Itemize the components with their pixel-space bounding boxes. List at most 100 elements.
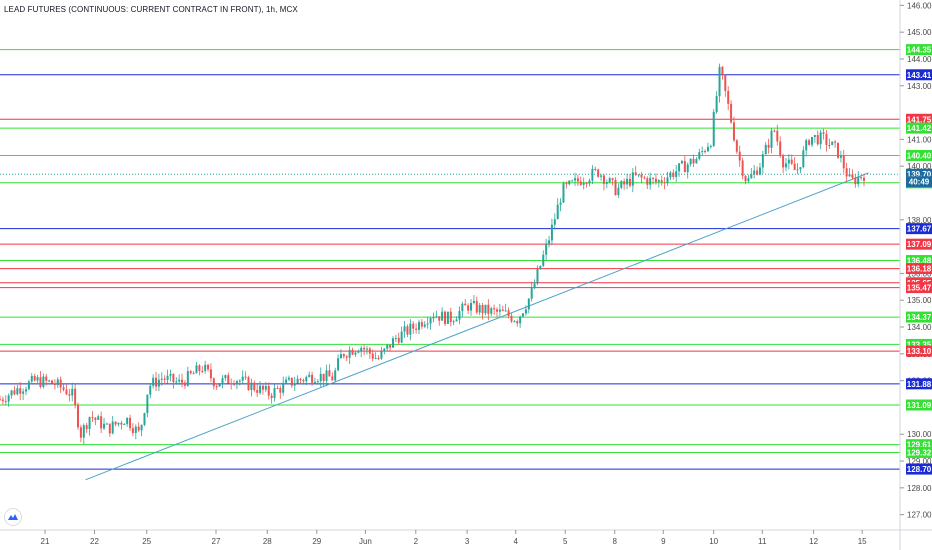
candle-body (634, 172, 637, 175)
tradingview-logo-icon[interactable] (4, 508, 22, 526)
candle-body (478, 305, 481, 313)
candle-body (238, 380, 241, 382)
candle-body (484, 304, 487, 314)
candle-body (178, 379, 181, 382)
candle-body (594, 168, 597, 170)
candle-body (406, 326, 409, 335)
candle-body (371, 353, 374, 359)
candle-body (776, 130, 779, 142)
candle-body (513, 321, 516, 323)
candle-body (819, 132, 822, 145)
candle-body (195, 365, 198, 374)
candle-body (654, 178, 657, 182)
candle-body (574, 178, 577, 181)
price-tick-label: 128.00 (907, 484, 932, 493)
candle-body (357, 351, 360, 353)
price-tick-label: 141.00 (907, 135, 932, 144)
candle-body (741, 160, 744, 176)
candle-body (588, 180, 591, 184)
candle-body (455, 319, 458, 322)
candle-body (738, 151, 741, 161)
candle-body (753, 170, 756, 175)
level-badge-green (906, 439, 932, 451)
candle-body (117, 422, 120, 425)
candle-body (851, 174, 854, 178)
price-tick-label: 143.00 (907, 82, 932, 91)
candle-body (579, 181, 582, 185)
candle-body (597, 169, 600, 177)
level-badge-green (906, 44, 932, 56)
level-badge-green (906, 122, 932, 134)
level-badge-red (906, 238, 932, 250)
candle-body (45, 376, 48, 381)
candle-body (183, 382, 186, 386)
candle-body (209, 369, 212, 379)
price-tick-label: 127.00 (907, 511, 932, 520)
candle-body (822, 132, 825, 134)
time-tick-label: 5 (563, 537, 568, 546)
candle-body (233, 383, 236, 385)
candle-body (259, 385, 262, 393)
level-badge-blue (906, 463, 932, 475)
candle-body (614, 179, 617, 196)
candle-body (542, 254, 545, 266)
candle-body (536, 269, 539, 284)
countdown-badge (906, 176, 932, 188)
level-badge-green (906, 255, 932, 267)
candle-body (631, 172, 634, 186)
level-badge-label: 133.35 (907, 340, 932, 349)
candle-body (282, 382, 285, 393)
candle-body (675, 171, 678, 177)
level-badge-red (906, 282, 932, 294)
candle-body (657, 180, 660, 182)
candle-body (845, 168, 848, 177)
candle-body (299, 378, 302, 381)
candle-body (571, 180, 574, 182)
candle-body (7, 395, 10, 402)
level-badge-label: 137.09 (907, 240, 932, 249)
candle-body (559, 202, 562, 205)
candle-body (530, 288, 533, 299)
candle-body (256, 390, 259, 393)
candle-body (793, 163, 796, 170)
candle-body (166, 375, 169, 380)
candle-body (623, 181, 626, 185)
candle-body (524, 309, 527, 314)
candle-body (363, 347, 366, 350)
candle-body (131, 428, 134, 433)
candle-body (527, 298, 530, 310)
candle-body (470, 302, 473, 311)
candle-body (545, 243, 548, 255)
time-tick-label: 11 (758, 537, 767, 546)
trendline (85, 172, 869, 481)
level-badge-green (906, 446, 932, 458)
candle-body (163, 378, 166, 380)
candle-body (316, 381, 319, 383)
candle-body (756, 170, 759, 175)
candle-body (1, 399, 4, 402)
candle-body (68, 394, 71, 396)
candle-body (860, 177, 863, 179)
level-badge-label: 144.35 (907, 46, 932, 55)
candle-body (71, 388, 74, 396)
time-axis: 21 22 25 27 28 29 Jun 2 3 4 5 8 9 10 11 12 15 (0, 529, 932, 546)
price-tick-label: 146.00 (907, 1, 932, 10)
time-tick-label: 15 (858, 537, 867, 546)
candle-body (264, 385, 267, 390)
level-badge-label: 131.88 (907, 380, 932, 389)
candle-body (400, 331, 403, 343)
candle-body (114, 421, 117, 425)
candle-body (438, 316, 441, 321)
level-badge-blue (906, 69, 932, 81)
candle-body (175, 381, 178, 383)
candle-body (504, 310, 507, 312)
candle-body (556, 204, 559, 220)
candle-body (605, 182, 608, 184)
candle-body (533, 283, 536, 289)
candle-body (836, 142, 839, 158)
candle-body (204, 364, 207, 371)
candle-body (507, 310, 510, 316)
candle-body (368, 348, 371, 354)
level-badge-label: 128.70 (907, 465, 932, 474)
